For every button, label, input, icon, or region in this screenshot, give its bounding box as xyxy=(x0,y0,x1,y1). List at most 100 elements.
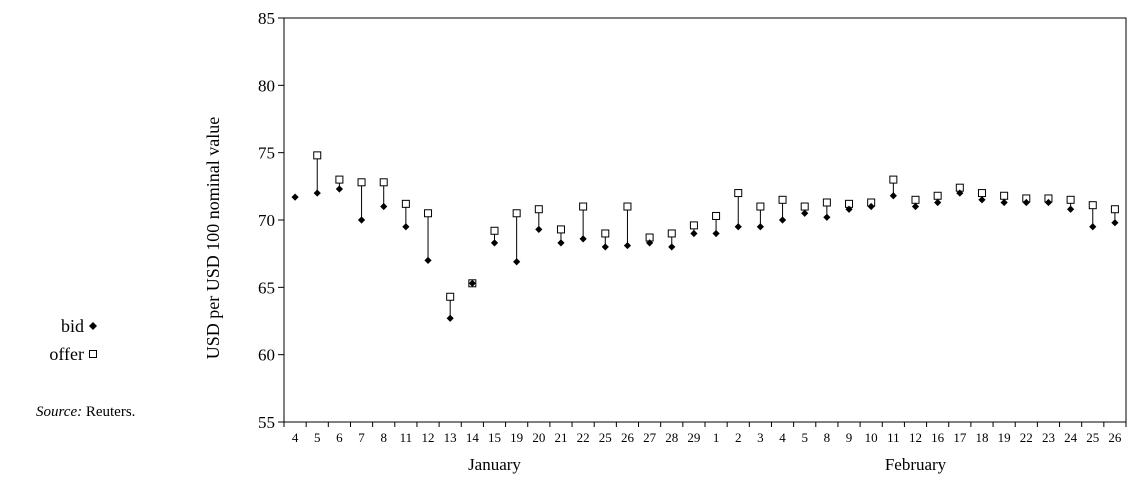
y-tick-label: 65 xyxy=(258,278,275,297)
x-tick-label: 4 xyxy=(779,430,786,445)
x-tick-label: 27 xyxy=(643,430,657,445)
x-tick-label: 17 xyxy=(953,430,967,445)
y-tick-label: 80 xyxy=(258,76,275,95)
bid-point xyxy=(712,229,720,238)
bid-point xyxy=(557,239,565,247)
offer-point xyxy=(335,175,344,184)
x-tick-label: 4 xyxy=(292,430,299,445)
bid-point xyxy=(513,258,521,266)
x-tick-label: 8 xyxy=(824,430,831,445)
bid-point xyxy=(1067,205,1075,213)
bid-point xyxy=(335,185,343,193)
offer-point xyxy=(889,175,898,184)
x-tick-label: 24 xyxy=(1064,430,1078,445)
offer-point xyxy=(756,202,765,211)
offer-point xyxy=(1000,191,1009,200)
offer-point xyxy=(1066,195,1075,204)
bid-point xyxy=(823,213,831,221)
x-tick-label: 20 xyxy=(532,430,545,445)
x-tick-label: 22 xyxy=(577,430,590,445)
bid-point xyxy=(313,189,321,197)
offer-point xyxy=(490,226,499,235)
bid-point xyxy=(601,243,609,251)
offer-point xyxy=(1110,205,1119,214)
bid-point xyxy=(801,209,809,217)
bid-point xyxy=(1044,198,1053,207)
bid-point xyxy=(291,193,299,201)
x-tick-label: 1 xyxy=(713,430,720,445)
plot-frame xyxy=(283,17,1127,423)
source-prefix: Source: xyxy=(36,404,83,420)
offer-point xyxy=(357,178,366,187)
bid-point xyxy=(1089,223,1097,231)
offer-point xyxy=(800,202,809,211)
offer-point xyxy=(667,229,676,238)
y-tick-label: 55 xyxy=(258,413,275,432)
x-tick-label: 7 xyxy=(358,430,365,445)
y-tick-label: 75 xyxy=(258,144,275,163)
x-tick-label: 25 xyxy=(599,430,612,445)
legend-item-bid: bid xyxy=(0,312,110,340)
bid-point xyxy=(490,239,499,247)
x-tick-label: 12 xyxy=(909,430,922,445)
y-tick-label: 85 xyxy=(258,9,275,28)
x-tick-label: 13 xyxy=(444,430,457,445)
offer-point xyxy=(512,209,521,218)
x-tick-label: 2 xyxy=(735,430,742,445)
bid-point xyxy=(978,196,986,204)
offer-point xyxy=(534,205,543,214)
offer-point xyxy=(579,202,588,211)
bid-point xyxy=(734,223,742,231)
x-tick-label: 22 xyxy=(1020,430,1033,445)
x-tick-label: 19 xyxy=(510,430,523,445)
bid-point xyxy=(1022,198,1030,207)
source-note: Source: Reuters. xyxy=(36,404,135,421)
offer-point xyxy=(379,178,388,187)
offer-point xyxy=(689,221,698,230)
x-group-label: February xyxy=(885,455,947,474)
bid-point xyxy=(468,279,476,287)
offer-point xyxy=(424,209,433,218)
offer-point xyxy=(712,211,721,220)
bid-point xyxy=(911,202,920,211)
x-tick-label: 18 xyxy=(975,430,988,445)
x-tick-label: 29 xyxy=(687,430,700,445)
bid-point xyxy=(1111,219,1119,227)
x-tick-label: 11 xyxy=(400,430,413,445)
bid-point xyxy=(778,216,787,224)
y-tick-label: 60 xyxy=(258,346,275,365)
x-tick-label: 10 xyxy=(865,430,878,445)
bid-point xyxy=(646,239,654,247)
x-tick-label: 9 xyxy=(846,430,853,445)
bid-point xyxy=(579,235,587,243)
x-tick-label: 21 xyxy=(554,430,567,445)
bid-point xyxy=(756,223,764,231)
bid-point xyxy=(535,225,543,234)
bid-point xyxy=(380,202,388,211)
y-tick-label: 70 xyxy=(258,211,275,230)
data-points xyxy=(291,151,1119,322)
x-tick-label: 14 xyxy=(466,430,480,445)
diamond-marker-icon xyxy=(89,322,97,330)
bid-point xyxy=(623,241,632,250)
x-tick-label: 3 xyxy=(757,430,764,445)
offer-point xyxy=(556,225,565,234)
x-tick-label: 6 xyxy=(336,430,343,445)
x-tick-label: 23 xyxy=(1042,430,1055,445)
open-square-marker-icon xyxy=(89,350,97,358)
bid-point xyxy=(956,189,964,197)
source-text: Reuters. xyxy=(85,404,136,420)
x-tick-label: 8 xyxy=(380,430,387,445)
bid-point xyxy=(402,223,410,231)
bid-point xyxy=(867,202,875,211)
x-tick-label: 16 xyxy=(931,430,945,445)
offer-point xyxy=(601,229,610,238)
bid-point xyxy=(424,256,432,264)
x-tick-label: 26 xyxy=(1108,430,1122,445)
legend-label-bid: bid xyxy=(60,316,84,336)
offer-point xyxy=(822,198,831,207)
y-axis-label: USD per USD 100 nominal value xyxy=(203,117,223,359)
bid-point xyxy=(1000,198,1008,207)
